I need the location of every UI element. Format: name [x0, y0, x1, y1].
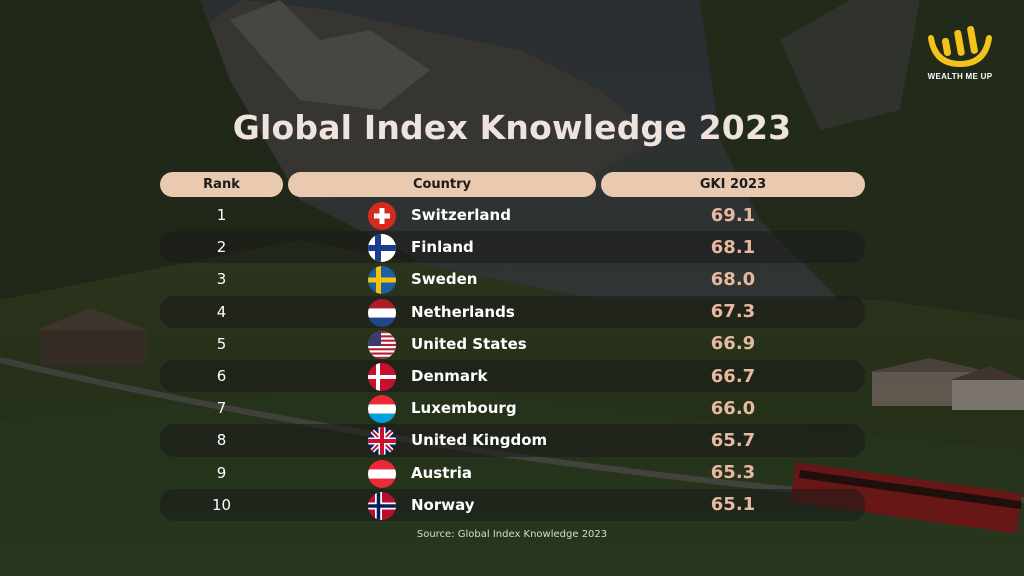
- switzerland-flag-icon: [368, 202, 396, 230]
- value-cell: 65.1: [710, 494, 756, 516]
- header-country: Country: [288, 172, 596, 197]
- uk-flag-icon: [368, 427, 396, 456]
- rank-cell: 2: [216, 238, 227, 257]
- table-row: 6 Denmark 66.7: [160, 359, 865, 393]
- rank-cell: 9: [216, 463, 227, 482]
- usa-flag-icon: [368, 330, 396, 359]
- page-title: Global Index Knowledge 2023: [232, 108, 792, 147]
- rank-cell: 10: [211, 495, 232, 514]
- table-row: 5 United States 66.9: [160, 328, 865, 360]
- rank-cell: 6: [216, 367, 227, 386]
- rank-cell: 1: [216, 206, 227, 225]
- value-cell: 65.7: [710, 429, 756, 451]
- value-cell: 68.1: [710, 236, 756, 258]
- logo-text: WEALTH ME UP: [927, 72, 993, 81]
- brand-logo: WEALTH ME UP: [920, 24, 1000, 94]
- value-cell: 65.3: [710, 462, 756, 484]
- netherlands-flag-icon: [368, 298, 396, 327]
- rank-cell: 8: [216, 431, 227, 450]
- table-row: 7 Luxembourg 66.0: [160, 392, 865, 424]
- country-cell: Switzerland: [411, 206, 511, 225]
- luxembourg-flag-icon: [368, 395, 396, 424]
- country-cell: Austria: [411, 463, 473, 482]
- table-row: 3 Sweden 68.0: [160, 263, 865, 295]
- country-cell: United Kingdom: [411, 431, 548, 450]
- table-row: 2 Finland 68.1: [160, 231, 865, 264]
- value-cell: 66.0: [710, 397, 756, 419]
- country-cell: United States: [411, 334, 527, 353]
- ranking-table: 1 Switzerland 69.1 2 Finland 68.1 3 Swed…: [160, 199, 865, 521]
- rank-cell: 5: [216, 334, 227, 353]
- value-cell: 66.9: [710, 333, 756, 355]
- table-row: 10 Norway 65.1: [160, 488, 865, 521]
- source-note: Source: Global Index Knowledge 2023: [416, 529, 608, 540]
- country-cell: Norway: [411, 495, 475, 514]
- country-cell: Luxembourg: [411, 399, 517, 418]
- value-cell: 67.3: [710, 301, 756, 323]
- sweden-flag-icon: [368, 266, 396, 295]
- header-rank: Rank: [160, 172, 283, 197]
- denmark-flag-icon: [368, 362, 396, 391]
- country-cell: Denmark: [411, 367, 488, 386]
- finland-flag-icon: [368, 234, 396, 263]
- table-row: 9 Austria 65.3: [160, 457, 865, 489]
- norway-flag-icon: [368, 491, 396, 520]
- rank-cell: 4: [216, 302, 227, 321]
- table-row: 8 United Kingdom 65.7: [160, 424, 865, 457]
- rank-cell: 3: [216, 270, 227, 289]
- country-cell: Netherlands: [411, 302, 515, 321]
- country-cell: Finland: [411, 238, 474, 257]
- country-cell: Sweden: [411, 270, 478, 289]
- rank-cell: 7: [216, 399, 227, 418]
- table-row: 1 Switzerland 69.1: [160, 199, 865, 231]
- value-cell: 66.7: [710, 365, 756, 387]
- value-cell: 69.1: [710, 204, 756, 226]
- value-cell: 68.0: [710, 268, 756, 290]
- header-gki: GKI 2023: [601, 172, 865, 197]
- table-row: 4 Netherlands 67.3: [160, 295, 865, 328]
- austria-flag-icon: [368, 459, 396, 488]
- wealth-me-up-logo-icon: [928, 25, 992, 68]
